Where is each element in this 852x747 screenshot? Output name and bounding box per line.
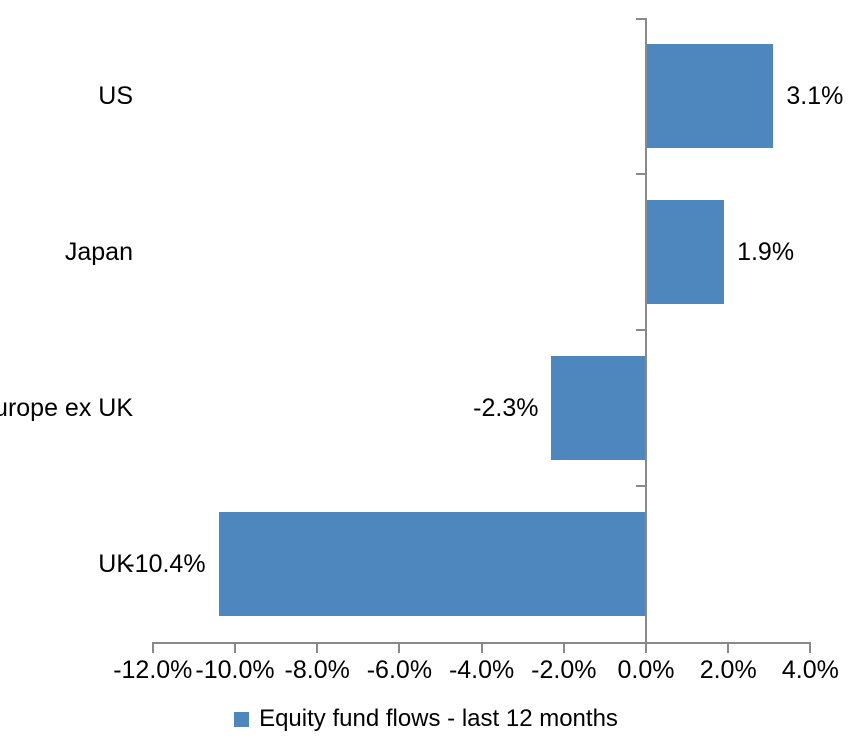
value-label: -10.4% [126, 550, 206, 578]
value-axis-tick [316, 644, 319, 653]
value-axis-tick-label: -10.0% [195, 656, 275, 684]
value-axis-tick-label: -4.0% [448, 656, 515, 684]
value-axis-tick-label: 0.0% [617, 656, 675, 684]
value-axis-tick-label: 4.0% [781, 656, 839, 684]
legend-swatch-icon [234, 711, 250, 727]
category-axis-line [645, 18, 647, 644]
value-axis-tick-label: 2.0% [699, 656, 757, 684]
legend-label: Equity fund flows - last 12 months [259, 705, 618, 732]
value-label: -2.3% [473, 394, 539, 422]
value-axis-tick-label: -2.0% [531, 656, 597, 684]
category-axis-tick [636, 18, 645, 20]
value-axis-tick [645, 644, 647, 653]
value-axis-tick [809, 644, 812, 653]
value-axis-tick [480, 644, 483, 653]
category-label: UK [98, 550, 133, 578]
value-axis-tick-label: -8.0% [284, 656, 350, 684]
value-label: 1.9% [737, 238, 795, 266]
value-axis-line [151, 642, 812, 644]
bar-us [646, 44, 774, 148]
value-axis-tick-label: -12.0% [113, 656, 193, 684]
bar-europe-ex-uk [551, 356, 646, 460]
category-label: Europe ex UK [0, 394, 133, 422]
category-label: Japan [64, 238, 133, 266]
category-axis-tick [636, 329, 645, 331]
value-label: 3.1% [786, 82, 844, 110]
value-axis-tick [234, 644, 236, 653]
bar-japan [646, 200, 725, 304]
category-axis-tick [636, 485, 645, 487]
bar-uk [218, 512, 646, 616]
category-axis-tick [636, 173, 645, 175]
value-axis-tick [398, 644, 401, 653]
value-axis-tick [727, 644, 730, 653]
legend: Equity fund flows - last 12 months [0, 703, 852, 735]
value-axis-tick [562, 644, 565, 653]
value-axis-tick [151, 644, 154, 653]
category-label: US [98, 82, 133, 110]
value-axis-tick-label: -6.0% [366, 656, 433, 684]
